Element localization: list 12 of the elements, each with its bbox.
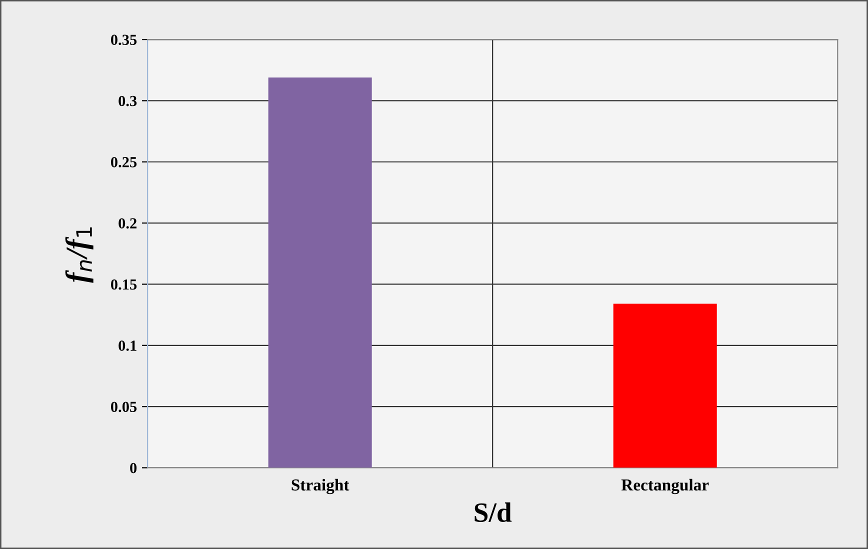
y-tick-label: 0.05 bbox=[110, 402, 137, 412]
y-axis-title: f$_{n}$/f$_{1}$ bbox=[65, 227, 94, 283]
y-tick-label: 0.25 bbox=[110, 157, 137, 168]
x-tick-label: Straight bbox=[292, 478, 350, 494]
x-axis-title: S/d bbox=[474, 502, 512, 522]
y-tick-label: 0.15 bbox=[110, 279, 137, 290]
y-tick-label: 0.1 bbox=[118, 340, 136, 351]
y-tick-label: 0.35 bbox=[110, 34, 137, 46]
y-tick-label: 0.3 bbox=[118, 96, 137, 106]
y-tick-label: 0 bbox=[130, 462, 137, 474]
y-tick-label: 0.2 bbox=[118, 218, 136, 229]
x-tick-label: Rectangular bbox=[621, 478, 709, 494]
